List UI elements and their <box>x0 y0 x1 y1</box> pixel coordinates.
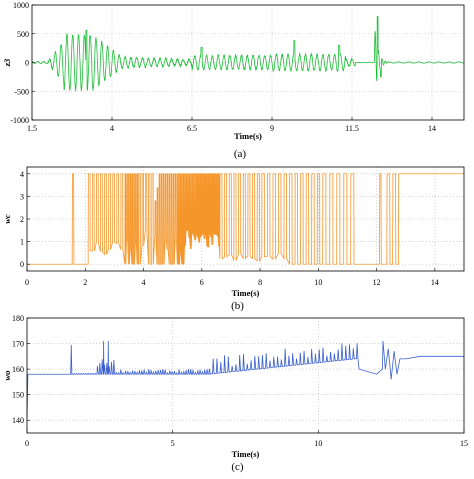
x-tick-label: 2 <box>83 278 87 287</box>
y-axis-label: z3 <box>2 58 12 67</box>
x-axis-label: Time(s) <box>232 288 260 298</box>
x-tick-label: 14 <box>428 124 436 133</box>
panel-caption: (c) <box>231 461 244 473</box>
y-tick-label: 2 <box>20 215 24 224</box>
series-line <box>31 16 464 92</box>
series-line <box>26 340 464 418</box>
series-line <box>27 173 464 265</box>
x-tick-label: 11.5 <box>345 124 359 133</box>
x-tick-label: 6 <box>200 278 204 287</box>
y-tick-label: 0 <box>25 59 29 68</box>
x-axis-label: Time(s) <box>234 131 262 141</box>
y-tick-label: 140 <box>12 416 24 425</box>
y-tick-label: 3 <box>20 192 24 201</box>
y-tick-label: 500 <box>17 30 29 39</box>
x-tick-label: 15 <box>460 439 468 448</box>
plot-frame <box>26 317 465 434</box>
x-tick-label: 1.5 <box>27 124 37 133</box>
y-tick-label: 0 <box>20 260 24 269</box>
y-tick-label: 180 <box>12 314 24 323</box>
x-tick-label: 8 <box>258 278 262 287</box>
x-tick-label: 4 <box>110 124 114 133</box>
x-tick-label: 10 <box>314 439 322 448</box>
y-tick-label: -1000 <box>10 116 29 125</box>
x-tick-label: 0 <box>25 439 29 448</box>
panel-a: 1.5 4 6.5 9 11.5 14 -1000 -500 0 500 1000 Time(s) z3… <box>2 1 465 160</box>
y-tick-label: -500 <box>14 87 29 96</box>
x-tick-label: 10 <box>314 278 322 287</box>
x-tick-label: 12 <box>373 278 381 287</box>
x-tick-label: 14 <box>431 278 439 287</box>
y-tick-label: 1 <box>20 238 24 247</box>
panel-caption: (b) <box>231 300 244 312</box>
y-tick-label: 160 <box>12 365 24 374</box>
y-axis-label: wc <box>2 214 12 224</box>
x-tick-label: 0 <box>25 278 29 287</box>
panel-c: 0 5 10 15 140 150 160 170 180 Time(s) wo (c) <box>2 314 468 473</box>
y-tick-label: 170 <box>12 340 24 349</box>
x-tick-label: 4 <box>142 278 146 287</box>
y-tick-label: 1000 <box>13 1 29 10</box>
x-tick-label: 5 <box>171 439 175 448</box>
x-axis-label: Time(s) <box>232 449 260 459</box>
y-tick-label: 150 <box>12 391 24 400</box>
y-tick-label: 4 <box>20 170 24 179</box>
panel-caption: (a) <box>234 148 247 160</box>
x-tick-label: 9 <box>270 124 274 133</box>
y-axis-label: wo <box>2 371 12 381</box>
x-tick-label: 6.5 <box>187 124 197 133</box>
